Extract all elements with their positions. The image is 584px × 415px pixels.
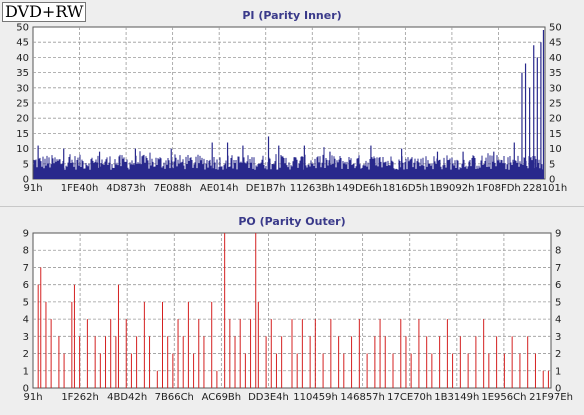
- y-tick-label-right: 45: [549, 38, 562, 49]
- x-tick-label: 146857h: [340, 392, 385, 403]
- y-tick-label-right: 5: [555, 297, 561, 308]
- y-tick-label-left: 10: [16, 144, 29, 155]
- x-tick-label: AC69Bh: [202, 392, 242, 403]
- y-tick-label-right: 10: [549, 144, 562, 155]
- y-tick-label-left: 40: [16, 53, 29, 64]
- y-tick-label-left: 35: [16, 68, 29, 79]
- y-tick-label-right: 4: [555, 315, 561, 326]
- x-tick-label: 1B3149h: [434, 392, 479, 403]
- y-tick-label-right: 25: [549, 99, 562, 110]
- x-tick-label: 91h: [23, 392, 42, 403]
- y-tick-label-right: 7: [555, 263, 561, 274]
- y-tick-label-left: 5: [23, 159, 29, 170]
- x-tick-label: 1FE40h: [61, 183, 99, 194]
- y-tick-label-left: 0: [23, 175, 29, 186]
- plot-area: [32, 232, 552, 389]
- x-tick-label: 1F08FDh: [476, 183, 521, 194]
- x-tick-label: 1816D5h: [382, 183, 428, 194]
- y-tick-label-right: 6: [555, 280, 561, 291]
- data-bars: [33, 30, 545, 179]
- y-tick-label-right: 3: [555, 332, 561, 343]
- y-tick-label-right: 50: [549, 23, 562, 34]
- y-tick-label-right: 35: [549, 68, 562, 79]
- po-chart-title: PO (Parity Outer): [238, 215, 346, 228]
- x-tick-label: 7E088h: [154, 183, 192, 194]
- x-tick-label: 7B66Ch: [155, 392, 194, 403]
- x-tick-label: 11263Bh: [290, 183, 335, 194]
- y-tick-label-right: 8: [555, 246, 561, 257]
- y-tick-label-right: 2: [555, 349, 561, 360]
- y-tick-label-left: 6: [23, 280, 29, 291]
- y-tick-label-right: 20: [549, 114, 562, 125]
- disc-type-label: DVD+RW: [2, 2, 87, 22]
- x-tick-label: AE014h: [200, 183, 239, 194]
- x-tick-label: 1B9092h: [429, 183, 474, 194]
- x-tick-label: 21F97Eh: [529, 392, 573, 403]
- pi-chart: 0 0 5 5 10 10 15 15 20 20 25 25 30 30 35 35 40 40 45 45 50 50…: [16, 23, 568, 195]
- y-tick-label-left: 50: [16, 23, 29, 34]
- y-tick-label-left: 30: [16, 83, 29, 94]
- x-tick-label: 110459h: [293, 392, 338, 403]
- y-tick-label-right: 9: [555, 229, 561, 240]
- y-tick-label-left: 4: [23, 315, 29, 326]
- x-tick-label: 1E956Ch: [481, 392, 526, 403]
- y-tick-label-left: 25: [16, 99, 29, 110]
- y-tick-label-left: 3: [23, 332, 29, 343]
- x-tick-label: 149DE6h: [336, 183, 382, 194]
- y-tick-label-right: 40: [549, 53, 562, 64]
- x-tick-label: 1F262h: [61, 392, 99, 403]
- y-tick-label-left: 45: [16, 38, 29, 49]
- y-tick-label-left: 0: [23, 384, 29, 395]
- y-tick-label-right: 1: [555, 366, 561, 377]
- x-tick-label: 4D873h: [106, 183, 146, 194]
- y-tick-label-right: 15: [549, 129, 562, 140]
- x-tick-label: DD3E4h: [248, 392, 289, 403]
- x-tick-label: 91h: [23, 183, 42, 194]
- y-tick-label-left: 20: [16, 114, 29, 125]
- x-tick-label: DE1B7h: [246, 183, 286, 194]
- y-tick-label-left: 2: [23, 349, 29, 360]
- x-tick-label: 228101h: [523, 183, 568, 194]
- y-tick-label-left: 5: [23, 297, 29, 308]
- x-tick-label: 4BD42h: [107, 392, 147, 403]
- data-bars: [37, 233, 549, 388]
- y-tick-label-left: 9: [23, 229, 29, 240]
- y-tick-label-right: 5: [549, 159, 555, 170]
- y-tick-label-left: 1: [23, 366, 29, 377]
- y-tick-label-left: 7: [23, 263, 29, 274]
- pi-chart-title: PI (Parity Inner): [242, 9, 342, 22]
- y-tick-label-right: 0: [549, 175, 555, 186]
- y-tick-label-right: 30: [549, 83, 562, 94]
- y-tick-label-right: 0: [555, 384, 561, 395]
- y-tick-label-left: 15: [16, 129, 29, 140]
- x-tick-label: 17CE70h: [387, 392, 432, 403]
- y-tick-label-left: 8: [23, 246, 29, 257]
